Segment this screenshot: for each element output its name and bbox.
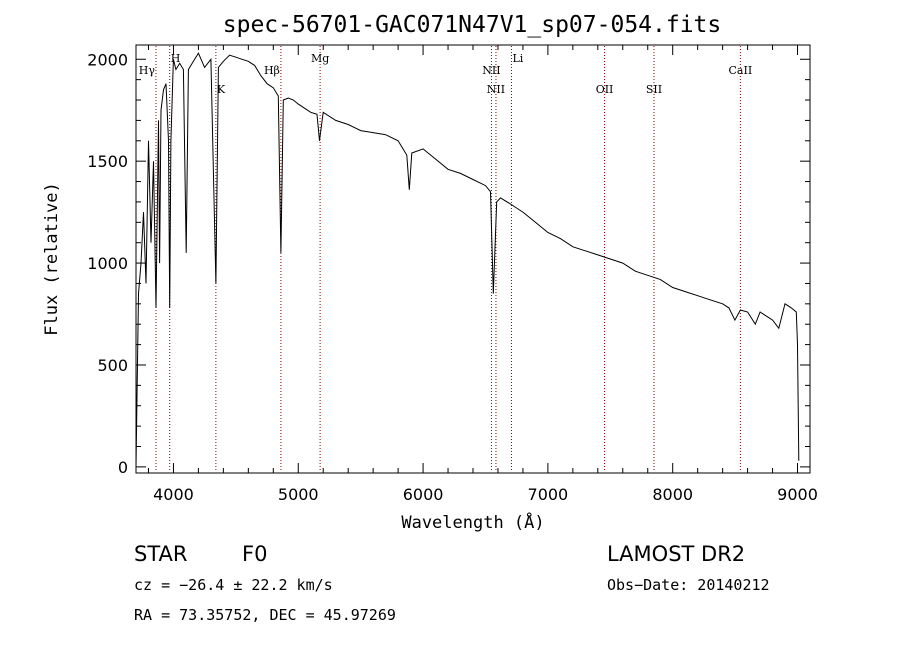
spectral-line-label: OII: [596, 83, 614, 96]
y-tick-label: 1000: [87, 254, 128, 273]
spectral-line-markers: [155, 46, 741, 472]
spectral-line-labels: Hγ H K Hβ Mg NII NII Li OII SII CaII: [139, 52, 752, 96]
x-tick-label: 4000: [153, 485, 194, 504]
x-axis-label: Wavelength (Å): [401, 511, 544, 533]
obs-date-text: Obs−Date: 20140212: [607, 576, 770, 594]
spectral-line-label: K: [217, 83, 226, 96]
spectral-line-label: NII: [482, 64, 500, 77]
x-tick-label: 5000: [278, 485, 319, 504]
spectral-line-label: H: [171, 52, 181, 65]
x-tick-label: 9000: [777, 485, 818, 504]
y-tick-label: 0: [118, 458, 128, 477]
spectral-line-label: Mg: [311, 52, 329, 65]
survey-name: LAMOST DR2: [607, 542, 745, 566]
spectral-line-label: CaII: [729, 64, 753, 77]
object-subclass: F0: [242, 542, 267, 566]
y-tick-label: 2000: [87, 50, 128, 69]
chart-title: spec-56701-GAC071N47V1_sp07-054.fits: [223, 12, 722, 38]
x-axis-ticks: 4000 5000 6000 7000 8000 9000: [147, 45, 818, 504]
coordinates-text: RA = 73.35752, DEC = 45.97269: [134, 606, 396, 624]
redshift-text: cz = −26.4 ± 22.2 km/s: [134, 576, 333, 594]
y-axis-label: Flux (relative): [42, 182, 62, 336]
x-tick-label: 7000: [528, 485, 569, 504]
spectral-line-label: Hγ: [139, 64, 156, 77]
object-class: STAR: [134, 542, 187, 566]
spectral-line-label: Hβ: [264, 64, 280, 77]
plot-frame: [135, 44, 811, 474]
spectral-line-label: Li: [512, 52, 523, 65]
spectral-line-label: NII: [487, 83, 505, 96]
y-tick-label: 1500: [87, 152, 128, 171]
x-tick-label: 8000: [652, 485, 693, 504]
spectrum-series-line: [135, 52, 800, 467]
y-tick-label: 500: [97, 356, 128, 375]
spectral-line-label: SII: [646, 83, 662, 96]
y-axis-ticks: 0 500 1000 1500 2000: [87, 50, 810, 477]
x-tick-label: 6000: [403, 485, 444, 504]
